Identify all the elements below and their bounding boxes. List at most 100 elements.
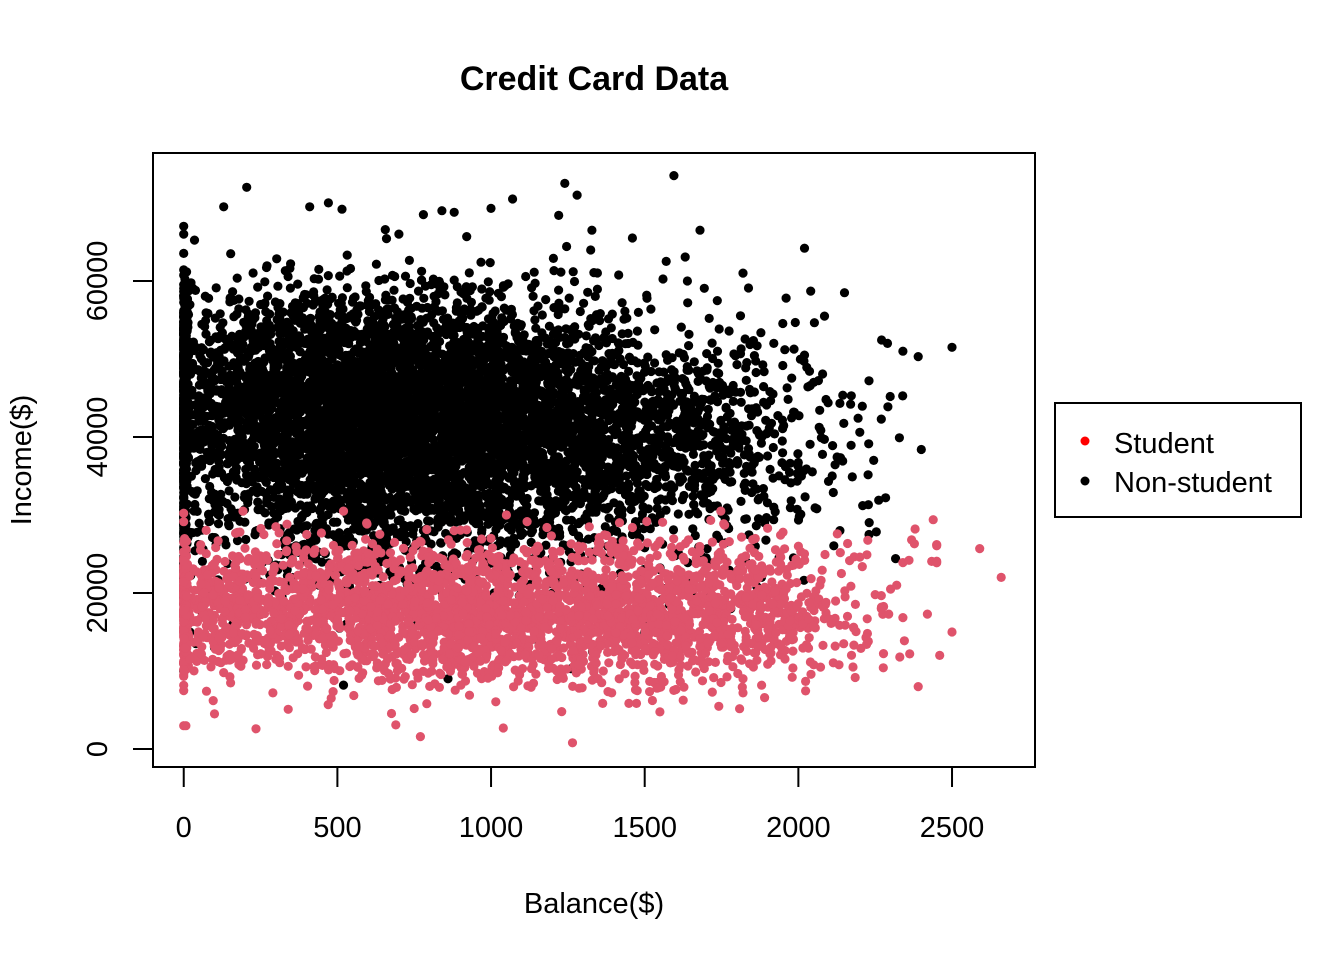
non-student-point: [564, 293, 574, 303]
non-student-point: [389, 285, 399, 295]
non-student-point: [374, 275, 384, 286]
non-student-point: [639, 367, 650, 377]
non-student-point: [206, 398, 216, 408]
non-student-point: [216, 374, 226, 385]
non-student-point: [200, 433, 210, 444]
non-student-point: [548, 253, 559, 263]
non-student-point: [241, 479, 251, 489]
non-student-point: [307, 387, 318, 397]
non-student-point: [467, 282, 477, 292]
non-student-point: [429, 411, 439, 421]
non-student-point: [632, 326, 643, 336]
non-student-point: [581, 331, 591, 341]
non-student-point: [342, 250, 352, 260]
non-student-point: [534, 436, 544, 447]
non-student-point: [485, 258, 495, 268]
non-student-point: [234, 440, 244, 450]
non-student-point: [857, 401, 867, 411]
non-student-point: [684, 329, 694, 339]
non-student-point: [449, 415, 459, 425]
non-student-point: [404, 255, 414, 265]
non-student-point: [217, 408, 227, 418]
non-student-point: [554, 285, 564, 295]
non-student-point: [768, 442, 778, 453]
non-student-point: [232, 415, 242, 425]
non-student-point: [342, 283, 352, 293]
non-student-point: [406, 416, 416, 426]
non-student-point: [658, 274, 668, 284]
non-student-point: [417, 275, 427, 285]
non-student-point: [599, 421, 609, 431]
non-student-point: [699, 283, 709, 293]
non-student-point: [213, 438, 223, 448]
non-student-point: [735, 387, 746, 397]
non-student-point: [590, 333, 601, 343]
non-student-point: [429, 318, 439, 328]
non-student-point: [541, 295, 551, 305]
non-student-point: [233, 372, 243, 382]
non-student-point: [417, 392, 427, 402]
non-student-point: [470, 409, 480, 419]
non-student-point: [569, 276, 580, 287]
non-student-point: [218, 424, 228, 434]
non-student-point: [225, 443, 235, 454]
non-student-point: [575, 306, 585, 317]
non-student-point: [371, 259, 381, 269]
non-student-point: [440, 403, 450, 413]
non-student-point: [752, 341, 762, 351]
non-student-point: [624, 366, 634, 376]
non-student-point: [217, 389, 227, 399]
non-student-point: [200, 474, 210, 484]
non-student-point: [751, 367, 761, 378]
non-student-point: [478, 443, 488, 453]
non-student-point: [740, 334, 750, 344]
non-student-point: [207, 447, 217, 457]
non-student-point: [321, 407, 331, 417]
non-student-point: [736, 397, 746, 407]
non-student-point: [308, 423, 318, 433]
non-student-point: [497, 423, 507, 433]
non-student-point: [509, 454, 519, 464]
non-student-point: [809, 318, 820, 328]
non-student-point: [310, 431, 320, 441]
non-student-point: [321, 383, 331, 393]
non-student-point: [382, 455, 392, 465]
non-student-point: [603, 314, 614, 324]
non-student-point: [472, 417, 482, 427]
non-student-point: [273, 281, 283, 291]
non-student-point: [323, 419, 333, 429]
non-student-point: [496, 292, 506, 302]
non-student-point: [331, 431, 341, 442]
non-student-point: [469, 434, 479, 444]
non-student-point: [883, 402, 893, 412]
non-student-point: [272, 412, 282, 422]
points-layer: [179, 171, 1006, 748]
non-student-point: [323, 271, 333, 281]
non-student-point: [264, 403, 274, 414]
non-student-point: [242, 470, 252, 480]
non-student-point: [684, 341, 694, 351]
non-student-point: [617, 298, 627, 308]
non-student-point: [238, 424, 249, 435]
non-student-point: [464, 268, 474, 278]
non-student-point: [205, 481, 215, 492]
non-student-point: [495, 452, 505, 462]
non-student-point: [531, 323, 541, 333]
non-student-point: [565, 401, 575, 411]
non-student-point: [587, 225, 597, 235]
non-student-point: [485, 287, 495, 297]
non-student-point: [193, 405, 204, 415]
non-student-point: [236, 407, 246, 417]
non-student-point: [586, 245, 596, 255]
non-student-point: [483, 277, 493, 287]
non-student-point: [441, 433, 451, 443]
non-student-point: [780, 345, 790, 355]
non-student-point: [275, 299, 285, 309]
non-student-point: [413, 286, 424, 296]
non-student-point: [322, 438, 332, 449]
non-student-point: [210, 313, 220, 323]
non-student-point: [416, 414, 426, 424]
non-student-point: [534, 426, 544, 436]
non-student-point: [530, 315, 540, 325]
non-student-point: [226, 249, 236, 259]
